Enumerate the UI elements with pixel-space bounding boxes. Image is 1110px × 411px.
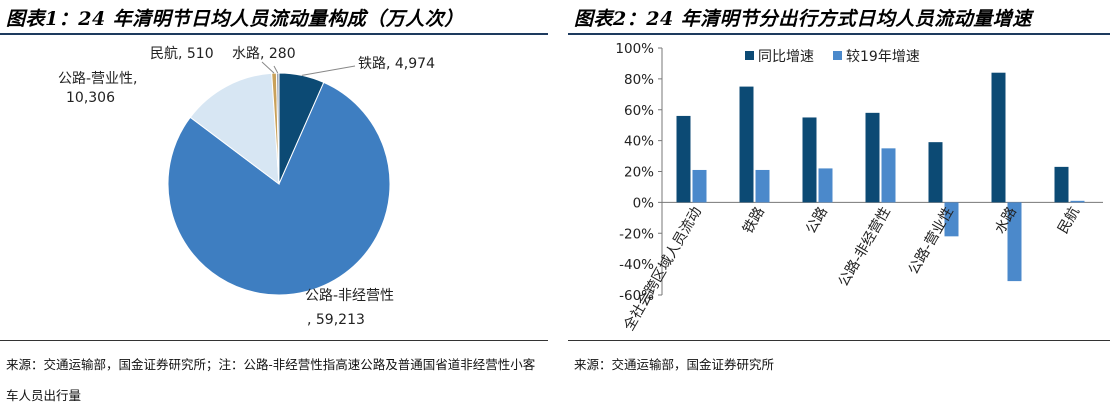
x-tick-label-铁路: 铁路 [740,204,768,236]
title-divider [568,33,1110,35]
bar-同比增速-铁路 [739,86,754,203]
x-tick-label-民航: 民航 [1055,204,1083,236]
y-tick-label: -60% [619,288,654,304]
pie-chart-source: 来源：交通运输部，国金证券研究所；注：公路-非经营性指高速公路及普通国省道非经营… [6,357,536,403]
y-tick-label: -20% [619,226,654,242]
pie-chart-panel: 图表1：24 年清明节日均人员流动量构成（万人次） 铁路, 4,974 公路-非经… [0,0,548,403]
bar-较19年增速-公路-营业性 [944,202,959,237]
source-divider [568,340,1110,341]
bar-chart: -60%-40%-20%0%20%40%60%80%100%全社会跨区域人员流动… [615,41,1103,334]
pie-chart-title: 图表1：24 年清明节日均人员流动量构成（万人次） [6,8,464,30]
y-tick-label: 60% [624,103,654,119]
bar-chart-panel: 图表2：24 年清明节分出行方式日均人员流动量增速 -60% -40% -20% 0%… [568,0,1110,400]
title-divider [0,33,548,35]
bar-同比增速-民航 [1054,166,1069,203]
pie-slice-公路-营业性 [189,72,280,186]
pie-leader-line [301,65,356,76]
bar-同比增速-公路-营业性 [928,142,943,203]
bar-较19年增速-公路-非经营性 [881,148,896,203]
legend-label-同比增速: 同比增速 [758,49,814,65]
legend-label-较19年增速: 较19年增速 [846,49,920,65]
bar-chart-source: 来源：交通运输部，国金证券研究所 [574,357,775,372]
y-tick-label: 0% [633,195,655,211]
legend-swatch-同比增速 [745,51,754,60]
bar-较19年增速-全社会跨区域人员流动 [692,169,707,203]
bar-同比增速-全社会跨区域人员流动 [676,115,691,203]
x-tick-label-公路: 公路 [803,204,831,236]
x-tick-label-公路-营业性: 公路-营业性 [906,204,957,277]
pie-slice-公路-非经营性 [167,81,391,296]
pie-data-label-水路: 水路, 280 [232,46,296,62]
pie-data-label-民航: 民航, 510 [150,46,214,62]
pie-chart: 铁路, 4,974 公路-非经营性, 59,213 公路-营业性, 10,306 民航,… [58,46,435,328]
y-tick-label: 80% [624,72,654,88]
y-tick-label: 40% [624,134,654,150]
y-tick-label: 20% [624,165,654,181]
pie-data-label-铁路: 铁路, 4,974 [358,56,435,72]
x-tick-label-公路-非经营性: 公路-非经营性 [836,204,894,289]
pie-leader-line [261,61,275,74]
bar-较19年增速-民航 [1070,200,1085,203]
pie-data-label-公路-非经营性: 公路-非经营性, 59,213 [305,288,394,328]
bar-同比增速-公路-非经营性 [865,112,880,203]
y-tick-label: -40% [619,257,654,273]
bar-较19年增速-公路 [818,168,833,203]
source-divider [0,340,548,341]
bar-同比增速-公路 [802,117,817,203]
y-tick-label: 100% [615,41,654,57]
bar-较19年增速-铁路 [755,169,770,203]
pie-data-label-公路-营业性: 公路-营业性, 10,306 [58,71,138,106]
legend-swatch-较19年增速 [833,51,842,60]
bar-同比增速-水路 [991,72,1006,203]
pie-leader-line [273,65,279,74]
bar-chart-title: 图表2：24 年清明节分出行方式日均人员流动量增速 [574,8,1032,30]
bar-较19年增速-水路 [1007,202,1022,282]
